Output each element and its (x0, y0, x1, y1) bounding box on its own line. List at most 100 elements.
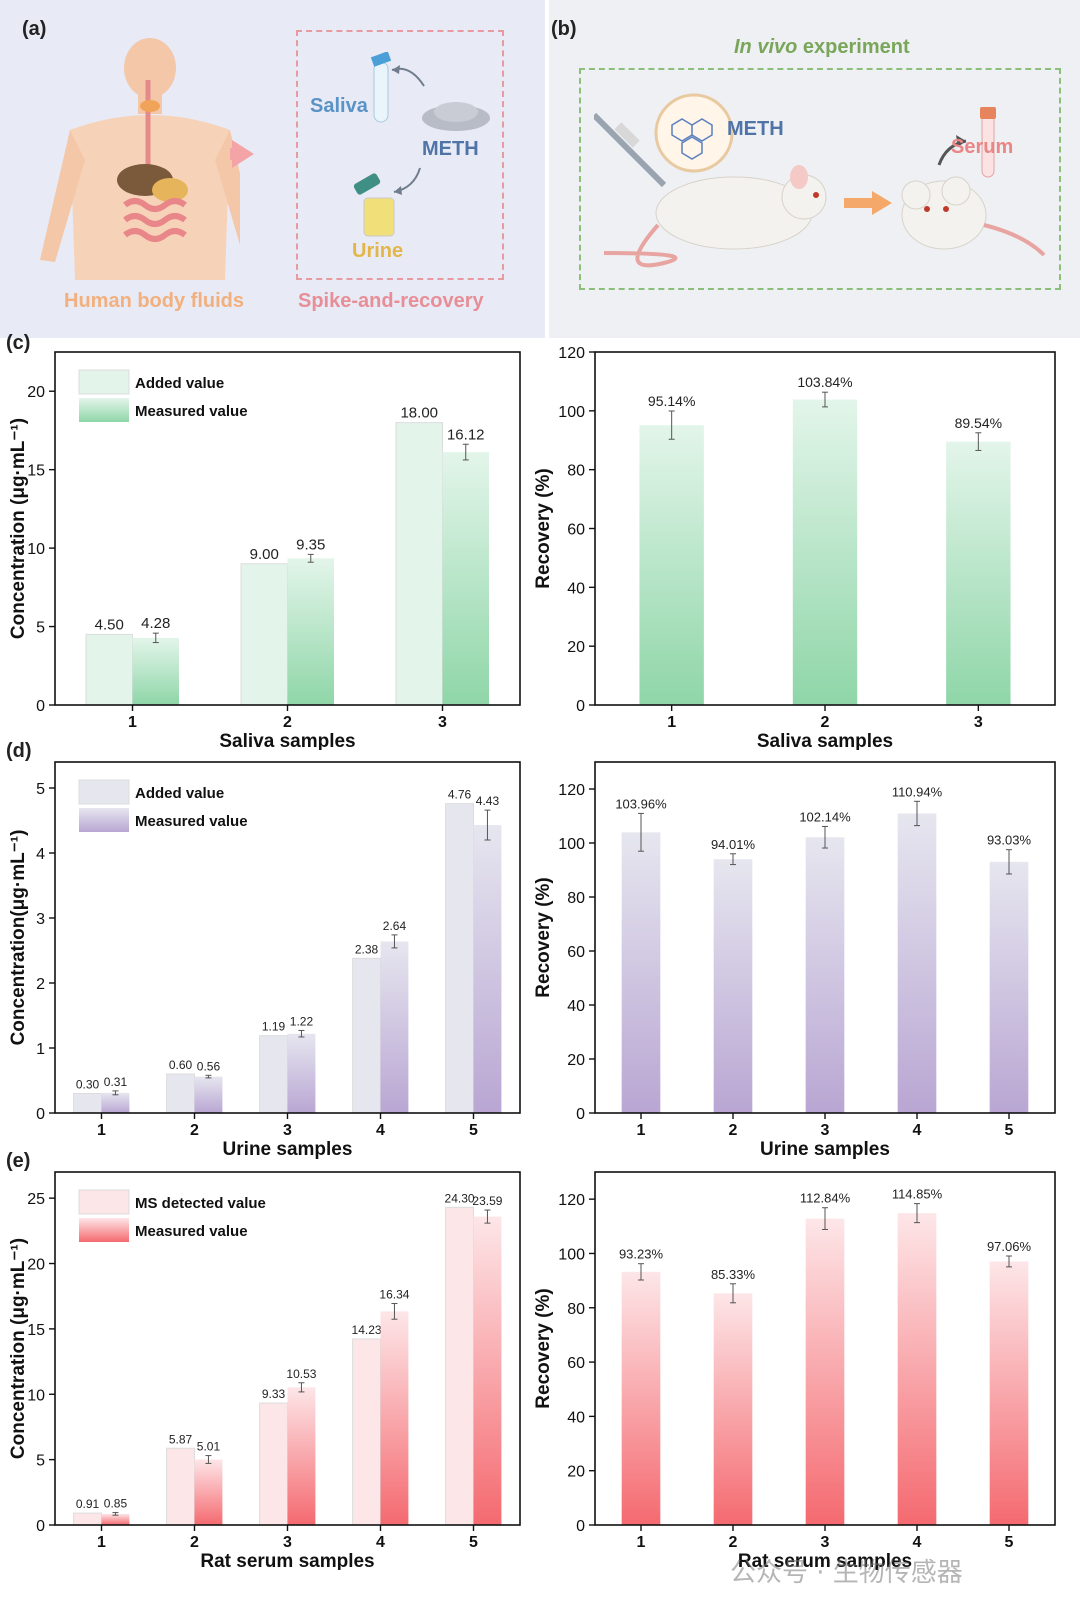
errorbar-d-left-s1-4 (484, 809, 491, 841)
ytick-label-e-right-0: 0 (576, 1518, 585, 1535)
urine-label: Urine (352, 240, 404, 262)
errorbar-c-left-s1-0 (152, 632, 159, 644)
bar-d-left-s0-2 (259, 1035, 289, 1114)
data-label-e-left-s0-2: 9.33 (262, 1387, 286, 1401)
data-label-e-left-s1-4: 23.59 (472, 1194, 502, 1208)
xtick-label-e-left-2: 3 (283, 1534, 292, 1551)
data-label-d-left-s1-2: 1.22 (290, 1014, 314, 1028)
rat-experiment-illustration (594, 93, 1046, 268)
xtick-label-d-left-3: 4 (376, 1122, 385, 1139)
panel-label-b: (b) (551, 18, 577, 40)
xlabel-c-right: Saliva samples (757, 731, 893, 750)
data-label-e-right-s0-2: 112.84% (800, 1191, 851, 1206)
xtick-label-e-right-4: 5 (1005, 1534, 1014, 1551)
data-label-d-left-s1-4: 4.43 (476, 794, 500, 808)
ytick-label-c-left-5: 5 (36, 620, 45, 637)
bar-c-left-s1-0 (132, 637, 179, 705)
bar-e-right-s0-1 (713, 1293, 753, 1525)
legend-label-e-left-0: MS detected value (135, 1195, 266, 1212)
errorbar-c-left-s1-2 (462, 443, 469, 461)
bar-c-left-s0-2 (395, 422, 443, 706)
bar-d-left-s1-4 (473, 825, 502, 1113)
errorbar-d-right-s0-3 (914, 800, 920, 827)
chart-urine-concentration: 0.30 0.60 1.19 2.38 4.76 0.31 0.56 1.22 2.64 4.43… (8, 761, 521, 1160)
xlabel-d-right: Urine samples (760, 1139, 890, 1160)
ytick-label-d-left-3: 3 (36, 911, 45, 928)
ytick-label-c-right-60: 60 (567, 522, 585, 539)
data-label-e-left-s0-0: 0.91 (76, 1497, 100, 1511)
errorbar-c-right-s0-0 (668, 410, 675, 440)
bar-e-left-s0-0 (73, 1512, 102, 1526)
panel-label-a: (a) (22, 18, 47, 40)
xtick-label-d-right-3: 4 (913, 1122, 922, 1139)
data-label-e-left-s0-1: 5.87 (169, 1432, 193, 1446)
bar-e-left-s1-4 (473, 1216, 502, 1525)
meth-label-b: METH (727, 118, 784, 140)
ytick-label-e-right-100: 100 (558, 1246, 585, 1263)
xtick-label-e-right-2: 3 (821, 1534, 830, 1551)
data-label-e-right-s0-3: 114.85% (892, 1187, 943, 1202)
ytick-label-d-left-1: 1 (36, 1041, 45, 1058)
ytick-label-d-left-2: 2 (36, 976, 45, 993)
ytick-label-c-right-100: 100 (558, 404, 585, 421)
bar-d-left-s0-4 (445, 803, 475, 1114)
curved-arrow-icon-2 (393, 167, 421, 195)
ytick-label-c-right-120: 120 (558, 345, 585, 362)
errorbar-d-left-s1-0 (112, 1090, 119, 1096)
bar-c-right-s0-0 (639, 425, 704, 705)
ytick-label-d-right-100: 100 (558, 836, 585, 853)
legend-swatch-c-left-1 (79, 398, 129, 422)
caption-spike-recovery: Spike-and-recovery (298, 290, 484, 312)
ytick-label-e-left-20: 20 (27, 1257, 45, 1274)
ytick-label-e-left-0: 0 (36, 1518, 45, 1535)
legend-label-c-left-1: Measured value (135, 403, 248, 420)
bar-e-right-s0-4 (989, 1261, 1029, 1525)
xtick-label-d-left-4: 5 (469, 1122, 478, 1139)
ylabel-c-left: Concentration (μg·mL⁻¹) (8, 418, 29, 639)
data-label-d-right-s0-2: 102.14% (799, 809, 851, 824)
arrow-shaft (230, 148, 242, 160)
bar-e-right-s0-3 (897, 1213, 937, 1525)
in-vivo-title: In vivo experiment (734, 36, 910, 58)
bar-e-left-s1-1 (194, 1459, 223, 1525)
ytick-label-e-left-10: 10 (27, 1387, 45, 1404)
chart-urine-recovery: 103.96% 94.01% 102.14% 110.94% 93.03% 0 20 40 60… (533, 761, 1056, 1160)
errorbar-e-left-s1-0 (112, 1512, 119, 1516)
errorbar-c-right-s0-1 (822, 391, 828, 408)
bar-d-left-s1-2 (287, 1033, 316, 1113)
spike-recovery-box (296, 30, 504, 280)
bar-d-right-s0-0 (621, 832, 661, 1113)
meth-powder-icon (422, 102, 490, 131)
errorbar-e-left-s1-2 (298, 1382, 305, 1393)
xtick-label-d-right-0: 1 (637, 1122, 646, 1139)
bar-d-left-s0-1 (166, 1073, 196, 1114)
panel-label-e: (e) (6, 1150, 31, 1172)
chart-serum-concentration: 0.91 5.87 9.33 14.23 24.30 0.85 5.01 10.53 16.34… (8, 1171, 521, 1570)
serum-label: Serum (951, 136, 1014, 158)
bar-d-right-s0-3 (897, 813, 937, 1113)
errorbar-c-right-s0-2 (975, 432, 982, 451)
data-label-c-right-s0-2: 89.54% (955, 415, 1002, 431)
errorbar-e-right-s0-0 (638, 1263, 644, 1281)
legend-swatch-c-left-0 (78, 369, 130, 395)
ytick-label-c-right-0: 0 (576, 698, 585, 715)
errorbar-d-right-s0-4 (1006, 849, 1012, 875)
xtick-label-c-left-1: 2 (283, 714, 292, 731)
meth-label-a: METH (422, 138, 479, 160)
ytick-label-c-left-20: 20 (27, 384, 45, 401)
data-label-d-right-s0-4: 93.03% (987, 833, 1032, 848)
bar-d-left-s0-3 (352, 957, 382, 1114)
errorbar-d-left-s1-3 (391, 934, 398, 949)
ytick-label-e-left-15: 15 (27, 1322, 45, 1339)
ylabel-e-left: Concentration (μg·mL⁻¹) (8, 1238, 29, 1459)
xtick-label-e-left-4: 5 (469, 1534, 478, 1551)
data-label-e-left-s0-3: 14.23 (352, 1323, 382, 1337)
bar-d-left-s0-0 (73, 1093, 102, 1114)
ytick-label-d-left-0: 0 (36, 1106, 45, 1123)
data-label-c-left-s0-1: 9.00 (250, 546, 279, 563)
ytick-label-e-right-80: 80 (567, 1301, 585, 1318)
ytick-label-d-right-40: 40 (567, 998, 585, 1015)
errorbar-e-left-s1-1 (205, 1455, 212, 1464)
errorbar-e-right-s0-2 (822, 1207, 828, 1230)
xtick-label-e-right-0: 1 (637, 1534, 646, 1551)
